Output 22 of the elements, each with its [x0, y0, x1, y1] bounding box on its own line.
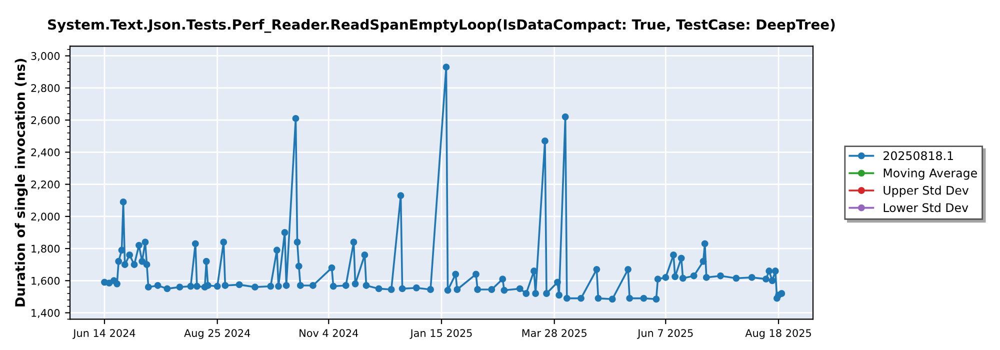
y-tick-label: 2,000 [31, 212, 60, 222]
x-tick-label: Jun 7 2025 [637, 329, 693, 339]
x-tick-label: Nov 4 2024 [300, 329, 358, 337]
y-axis-title: Duration of single invocation (ns) [14, 58, 28, 306]
y-tick-label: 1,400 [32, 309, 60, 318]
y-tick-label: 1,600 [32, 276, 60, 286]
legend-label: Moving Average [884, 168, 977, 180]
y-tick-label: 2,200 [31, 180, 60, 190]
x-tick-label: Jun 14 2024 [72, 329, 136, 339]
legend-label: 20250818.1 [884, 151, 953, 160]
x-tick-label: Aug 25 2024 [184, 329, 250, 340]
x-tick-label: Aug 18 2025 [745, 329, 811, 340]
legend-label: Upper Std Dev [884, 186, 969, 198]
y-tick-label: 1,800 [32, 244, 60, 254]
y-tick-label: 2,800 [31, 84, 60, 94]
y-tick-label: 2,600 [31, 116, 60, 126]
x-tick-label: Jan 15 2025 [410, 329, 472, 339]
x-tick-label: Mar 28 2025 [522, 329, 586, 337]
chart-title: System.Text.Json.Tests.Perf_Reader.ReadSpanEmptyLoop(IsDataCompact: True, TestCase: DeepTree) [48, 18, 835, 33]
y-tick-label: 3,000 [31, 52, 60, 62]
legend-label: Lower Std Dev [884, 202, 968, 212]
y-tick-label: 2,400 [31, 148, 60, 158]
